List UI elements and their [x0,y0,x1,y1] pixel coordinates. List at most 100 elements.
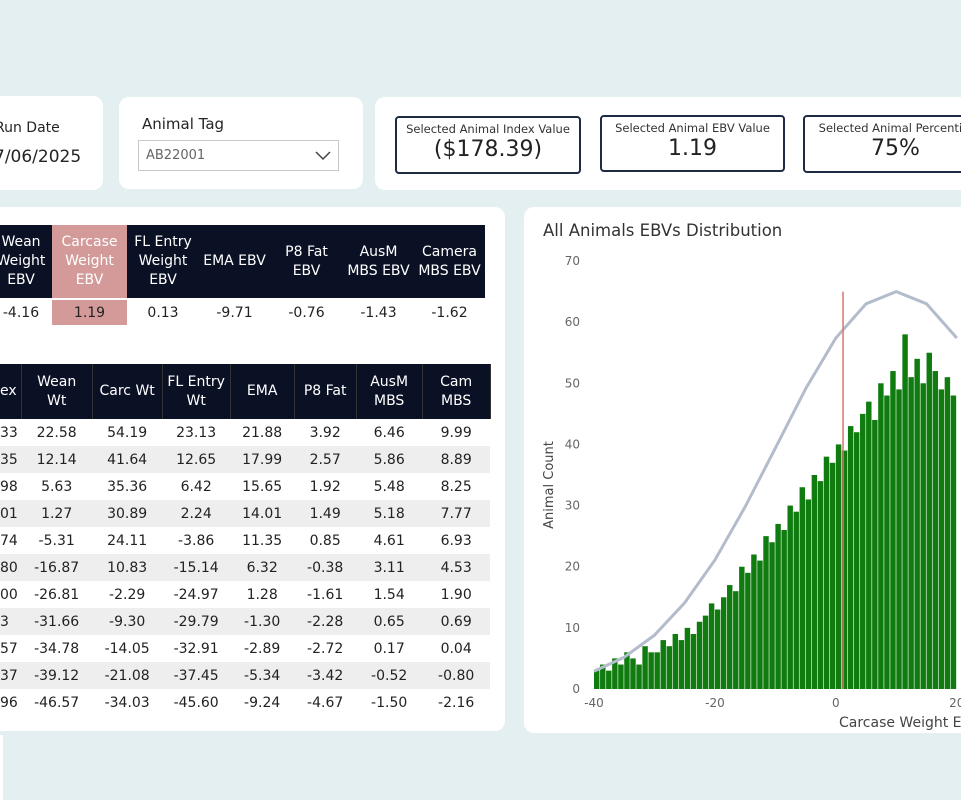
histogram-bar [823,456,830,689]
column-header: EMA EBV [199,225,270,299]
histogram-bar [684,627,691,689]
histogram-bar [630,658,636,689]
table-cell: -14.05 [104,640,150,657]
table-cell: -5.31 [38,532,75,549]
column-header: FL Entry Wt [162,364,231,419]
table-cell: -3.42 [294,662,357,689]
histogram-bar [799,487,806,689]
table-cell: -45.60 [173,694,219,711]
table-cell: 6.32 [230,554,295,581]
y-tick-label: 60 [565,315,580,329]
table-row: 37 -39.12 -21.08 -37.45 -5.34 -3.42 -0.52 -0.80 [0,662,491,689]
table-cell: -2.89 [244,640,281,657]
table-cell: 57 [0,640,18,657]
histogram-bar [890,371,896,689]
table-row: 74 -5.31 24.11 -3.86 11.35 0.85 4.61 6.93 [0,527,490,554]
table-cell: 23.13 [176,424,217,441]
run-date-card: Run Date 7/06/2025 [0,96,103,190]
histogram-bar [678,640,685,689]
y-tick-label: 30 [565,499,580,513]
table-cell: 17.99 [230,446,295,473]
table-cell: 35 [0,446,22,473]
table-row: 33 22.58 54.19 23.13 21.88 3.92 6.46 9.99 [0,419,490,446]
histogram-bar [866,401,872,689]
histogram-bar [938,389,945,689]
table-cell: -2.29 [109,586,146,603]
histogram-bar [636,664,642,689]
histogram-bar [720,597,727,689]
histogram-bar [920,383,926,689]
table-cell: -26.81 [34,586,80,603]
histogram-bar [884,395,890,689]
table-cell: -9.24 [244,694,281,711]
histogram-bar [642,646,648,689]
histogram-bar [878,383,884,689]
table-cell: -0.38 [294,554,357,581]
histogram-bar [624,652,630,689]
table-cell: 0.04 [440,640,472,657]
table-row: 96 -46.57 -34.03 -45.60 -9.24 -4.67 -1.50 -2.16 [0,689,490,716]
ebv-table: Wean Weight EBV Carcase Weight EBV FL Entr… [0,225,485,325]
table-cell: 2.57 [294,446,357,473]
histogram-bar [666,646,672,689]
histogram-bar [733,591,739,689]
column-header: Wean Weight EBV [0,225,52,299]
histogram-bar [944,377,951,689]
table-cell: 33 [0,424,18,441]
column-header: AusM MBS [356,364,423,419]
table-row: -4.16 1.19 0.13 -9.71 -0.76 -1.43 -1.62 [0,298,485,325]
histogram-bar [763,536,769,689]
kpi-label: Selected Animal EBV Value [615,121,770,135]
table-cell: -1.43 [343,298,414,325]
table-cell: -29.79 [162,608,231,635]
histogram-bar [769,542,775,689]
table-cell: 6.46 [373,424,405,441]
histogram-bar [612,658,618,689]
y-tick-label: 70 [565,254,580,268]
histogram-bar [896,389,902,689]
table-cell: 6.42 [180,478,212,495]
table-cell: -1.61 [307,586,344,603]
histogram-bar [860,413,866,689]
histogram-bar [787,505,793,689]
column-header: Cam MBS [422,364,491,419]
table-row: 01 1.27 30.89 2.24 14.01 1.49 5.18 7.77 [0,500,491,527]
run-date-label: Run Date [0,120,60,136]
histogram-bar [618,664,624,689]
table-cell: 37 [0,662,22,689]
table-cell: 12.14 [21,446,93,473]
y-tick-label: 50 [565,376,580,390]
table-row: 57 -34.78 -14.05 -32.91 -2.89 -2.72 0.17 0.04 [0,635,490,662]
dropdown-chevron [315,151,331,161]
y-tick-label: 10 [565,621,580,635]
table-cell: 1.54 [373,586,405,603]
kpi-value: 75% [871,136,920,161]
table-cell: 0.69 [422,608,491,635]
table-cell: -32.91 [173,640,219,657]
histogram-bar [594,670,600,689]
table-cell: -37.45 [162,662,231,689]
table-cell: -46.57 [34,694,80,711]
histogram-bar [775,523,781,689]
kpi-box: Selected Animal EBV Value 1.19 [600,115,785,172]
table-cell: 1.90 [440,586,472,603]
histogram-bar [805,499,812,689]
y-axis-label: Animal Count [542,441,557,529]
table-cell: -2.72 [307,640,344,657]
histogram-bar [835,444,842,689]
table-cell: 8.89 [422,446,491,473]
histogram-bar [932,371,939,689]
histogram-bar [793,511,799,689]
histogram-bar [811,475,818,689]
histogram-bar [841,450,848,689]
table-cell: -3.86 [178,532,215,549]
table-cell: -9.71 [199,298,270,325]
table-row: 3 -31.66 -9.30 -29.79 -1.30 -2.28 0.65 0.69 [0,608,491,635]
histogram-bar [950,395,957,689]
table-cell: -9.30 [92,608,163,635]
histogram-bar [690,633,697,689]
column-header: ex [0,364,22,419]
animal-tag-dropdown[interactable]: AB22001 [138,140,339,171]
histogram-bar [654,652,660,689]
histogram-bar [908,377,914,689]
